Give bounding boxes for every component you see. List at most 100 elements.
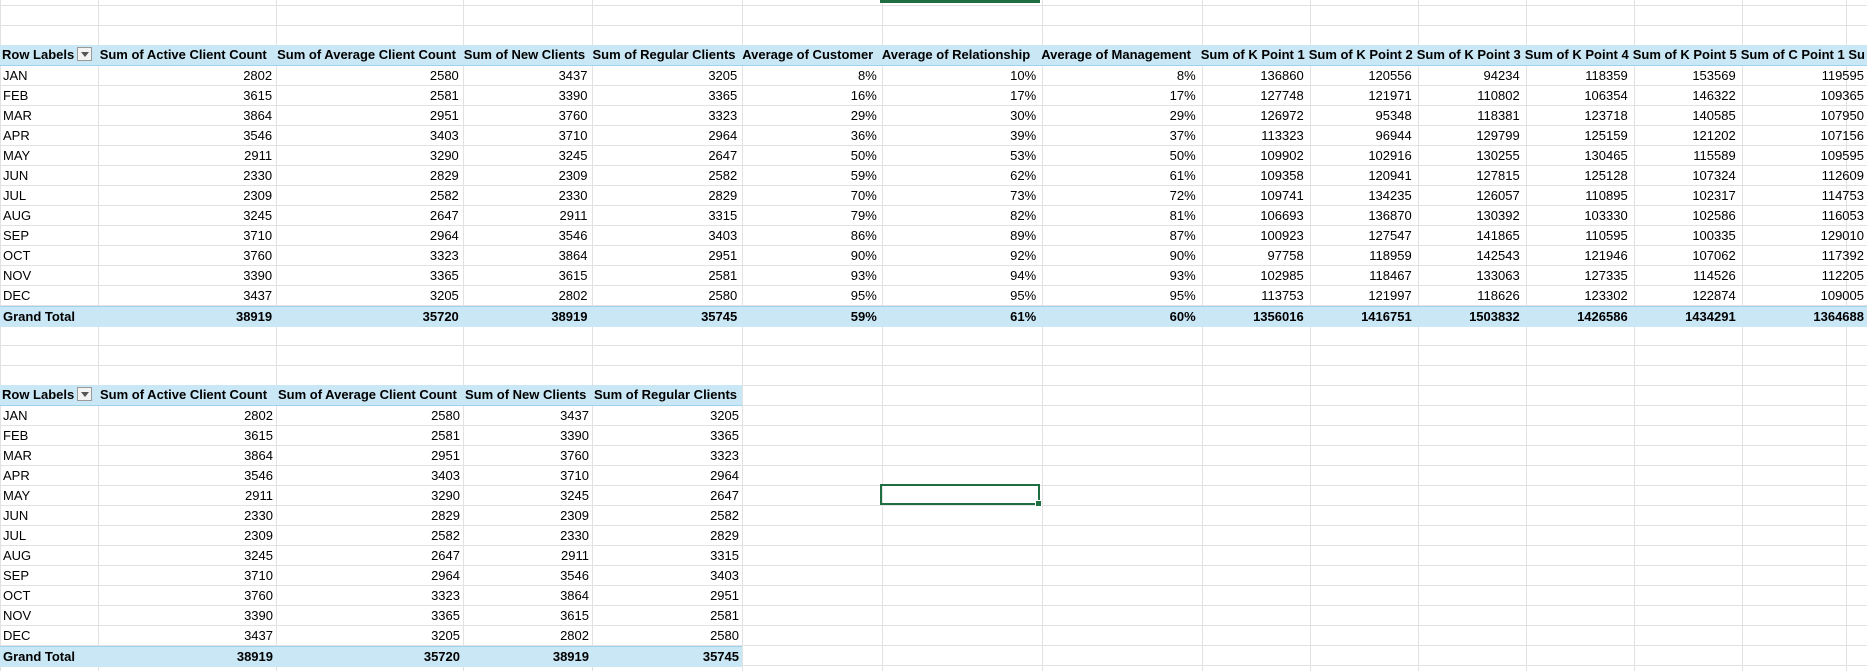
value-cell[interactable]: 129010 bbox=[1820, 228, 1864, 243]
value-cell[interactable]: 70% bbox=[850, 188, 877, 203]
field-header[interactable]: Sum of Regular Clients bbox=[590, 45, 741, 66]
grand-total-value[interactable]: 1426586 bbox=[1522, 306, 1631, 327]
value-cell[interactable]: 130255 bbox=[1476, 148, 1520, 163]
grand-total-value[interactable]: 38919 bbox=[463, 646, 592, 667]
field-header[interactable]: Sum of Average Client Count bbox=[275, 45, 462, 66]
row-label-cell[interactable]: FEB bbox=[3, 88, 29, 103]
value-cell[interactable]: 3710 bbox=[243, 228, 273, 243]
pivot-table-top[interactable]: Row Labels Sum of Active Client Count Sum … bbox=[0, 45, 1867, 327]
value-cell[interactable]: 109741 bbox=[1260, 188, 1304, 203]
value-cell[interactable]: 136860 bbox=[1260, 68, 1304, 83]
value-cell[interactable]: 96944 bbox=[1375, 128, 1412, 143]
value-cell[interactable]: 146322 bbox=[1692, 88, 1736, 103]
value-cell[interactable]: 3390 bbox=[558, 88, 588, 103]
grand-total-value[interactable]: 35745 bbox=[592, 646, 742, 667]
value-cell[interactable]: 3323 bbox=[708, 108, 738, 123]
value-cell[interactable]: 39% bbox=[1010, 128, 1037, 143]
value-cell[interactable]: 102586 bbox=[1692, 208, 1736, 223]
value-cell[interactable]: 3864 bbox=[558, 248, 588, 263]
value-cell[interactable]: 130392 bbox=[1476, 208, 1520, 223]
row-label-cell[interactable]: JUN bbox=[3, 168, 29, 183]
field-header[interactable]: Average of Relationship bbox=[879, 45, 1040, 66]
value-cell[interactable]: 106693 bbox=[1260, 208, 1304, 223]
row-label-cell[interactable]: JUL bbox=[3, 528, 27, 543]
value-cell[interactable]: 123302 bbox=[1584, 288, 1628, 303]
value-cell[interactable]: 122874 bbox=[1692, 288, 1736, 303]
value-cell[interactable]: 17% bbox=[1169, 88, 1196, 103]
value-cell[interactable]: 3437 bbox=[243, 288, 273, 303]
value-cell[interactable]: 2647 bbox=[431, 548, 460, 563]
field-header[interactable]: Sum of New Clients bbox=[463, 385, 592, 406]
value-cell[interactable]: 103330 bbox=[1584, 208, 1628, 223]
value-cell[interactable]: 3365 bbox=[431, 608, 460, 623]
grand-total-value[interactable]: 59% bbox=[740, 306, 880, 327]
value-cell[interactable]: 53% bbox=[1010, 148, 1037, 163]
value-cell[interactable]: 3760 bbox=[244, 588, 273, 603]
value-cell[interactable]: 3403 bbox=[710, 568, 739, 583]
value-cell[interactable]: 10% bbox=[1010, 68, 1037, 83]
value-cell[interactable]: 120556 bbox=[1368, 68, 1412, 83]
value-cell[interactable]: 3546 bbox=[243, 128, 273, 143]
row-label-cell[interactable]: SEP bbox=[3, 228, 30, 243]
value-cell[interactable]: 8% bbox=[858, 68, 877, 83]
value-cell[interactable]: 107156 bbox=[1820, 128, 1864, 143]
grand-total-value[interactable]: 1364688 bbox=[1738, 306, 1867, 327]
value-cell[interactable]: 113753 bbox=[1261, 288, 1304, 303]
value-cell[interactable]: 2951 bbox=[710, 588, 739, 603]
row-label-cell[interactable]: MAR bbox=[3, 448, 32, 463]
value-cell[interactable]: 94234 bbox=[1483, 68, 1520, 83]
grand-total-label[interactable]: Grand Total bbox=[0, 306, 98, 327]
value-cell[interactable]: 3315 bbox=[710, 548, 739, 563]
row-label-cell[interactable]: NOV bbox=[3, 268, 32, 283]
value-cell[interactable]: 3437 bbox=[558, 68, 588, 83]
value-cell[interactable]: 2964 bbox=[708, 128, 738, 143]
row-label-cell[interactable]: APR bbox=[3, 128, 30, 143]
field-header[interactable]: Average of Management bbox=[1039, 45, 1199, 66]
value-cell[interactable]: 3205 bbox=[708, 68, 738, 83]
value-cell[interactable]: 102985 bbox=[1260, 268, 1304, 283]
value-cell[interactable]: 118467 bbox=[1369, 268, 1412, 283]
field-header[interactable]: Sum of K Point 1 bbox=[1198, 45, 1307, 66]
value-cell[interactable]: 50% bbox=[1169, 148, 1196, 163]
value-cell[interactable]: 102317 bbox=[1692, 188, 1736, 203]
row-label-cell[interactable]: OCT bbox=[3, 588, 31, 603]
value-cell[interactable]: 3760 bbox=[243, 248, 273, 263]
value-cell[interactable]: 2330 bbox=[244, 508, 273, 523]
value-cell[interactable]: 92% bbox=[1010, 248, 1037, 263]
filter-dropdown-icon[interactable] bbox=[77, 47, 93, 61]
value-cell[interactable]: 2951 bbox=[708, 248, 738, 263]
value-cell[interactable]: 3315 bbox=[708, 208, 738, 223]
value-cell[interactable]: 2964 bbox=[710, 468, 739, 483]
value-cell[interactable]: 97758 bbox=[1267, 248, 1304, 263]
row-labels-header[interactable]: Row Labels bbox=[0, 385, 98, 406]
value-cell[interactable]: 121997 bbox=[1368, 288, 1412, 303]
value-cell[interactable]: 129799 bbox=[1476, 128, 1520, 143]
field-header[interactable]: Sum of New Clients bbox=[461, 45, 591, 66]
row-label-cell[interactable]: MAR bbox=[3, 108, 32, 123]
value-cell[interactable]: 118626 bbox=[1477, 288, 1520, 303]
value-cell[interactable]: 100923 bbox=[1260, 228, 1304, 243]
value-cell[interactable]: 3403 bbox=[708, 228, 738, 243]
value-cell[interactable]: 127335 bbox=[1584, 268, 1628, 283]
value-cell[interactable]: 2580 bbox=[429, 68, 459, 83]
value-cell[interactable]: 3365 bbox=[429, 268, 459, 283]
grand-total-value[interactable]: 35745 bbox=[590, 306, 741, 327]
value-cell[interactable]: 2309 bbox=[244, 528, 273, 543]
value-cell[interactable]: 2330 bbox=[243, 168, 273, 183]
value-cell[interactable]: 2829 bbox=[431, 508, 460, 523]
value-cell[interactable]: 123718 bbox=[1584, 108, 1628, 123]
value-cell[interactable]: 2802 bbox=[558, 288, 588, 303]
grand-total-value[interactable]: 61% bbox=[879, 306, 1040, 327]
row-label-cell[interactable]: AUG bbox=[3, 208, 32, 223]
value-cell[interactable]: 3403 bbox=[431, 468, 460, 483]
value-cell[interactable]: 118381 bbox=[1477, 108, 1520, 123]
value-cell[interactable]: 114753 bbox=[1821, 188, 1864, 203]
value-cell[interactable]: 107324 bbox=[1692, 168, 1736, 183]
value-cell[interactable]: 3323 bbox=[431, 588, 460, 603]
field-header[interactable]: Average of Customer bbox=[740, 45, 880, 66]
grand-total-value[interactable]: 60% bbox=[1039, 306, 1199, 327]
value-cell[interactable]: 2951 bbox=[429, 108, 459, 123]
value-cell[interactable]: 121202 bbox=[1692, 128, 1736, 143]
value-cell[interactable]: 82% bbox=[1010, 208, 1037, 223]
